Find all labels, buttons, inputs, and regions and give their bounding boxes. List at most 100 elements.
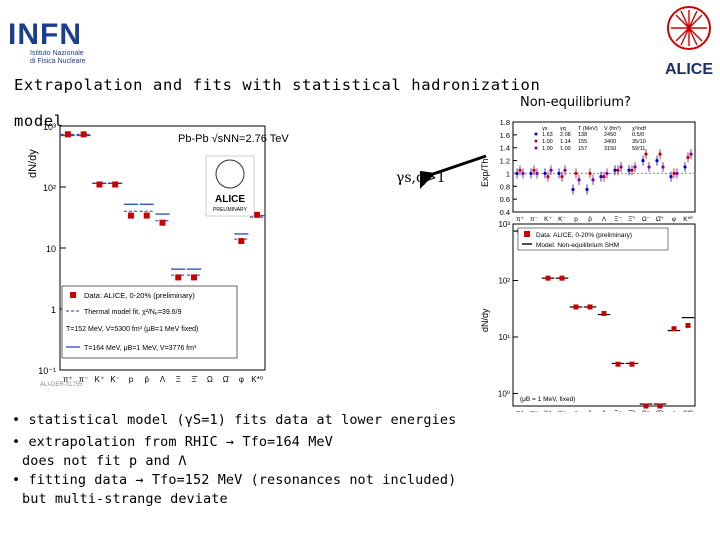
- ratio-data-point: [535, 171, 539, 176]
- ratio-data-point: [627, 168, 631, 172]
- left-y-tick-label: 10: [46, 244, 56, 254]
- right-yield-y-tick-label: 10³: [498, 220, 510, 229]
- ratio-table-cell: 1.14: [560, 139, 571, 145]
- bullet-3: • fitting data → Tfo=152 MeV (resonances…: [12, 472, 457, 488]
- right-legend-data: Data: ALICE, 0-20% (preliminary): [536, 232, 632, 239]
- right-yield-x-label: Λ: [602, 410, 607, 412]
- ratio-data-point: [661, 165, 665, 169]
- nonequilibrium-label: Non-equilibrium?: [520, 95, 631, 110]
- left-data-point: [159, 219, 166, 226]
- ratio-data-point: [543, 171, 547, 176]
- ratio-y-tick-label: 1: [506, 169, 510, 178]
- left-x-label: Ξ: [176, 375, 181, 384]
- ratio-x-label: K⁻: [558, 216, 566, 223]
- ratio-table-marker: [534, 139, 538, 143]
- ratio-data-point: [588, 171, 592, 176]
- left-alice-badge-icon: [215, 159, 245, 189]
- ratio-table-cell: 155: [578, 139, 587, 145]
- right-yield-data-point: [657, 403, 663, 409]
- ratio-table-cell: 157: [578, 146, 587, 152]
- ratio-data-point: [616, 168, 620, 172]
- left-x-label: π⁻: [79, 375, 89, 384]
- left-data-point: [238, 238, 245, 245]
- ratio-data-point: [655, 158, 659, 163]
- ratio-data-point: [686, 155, 690, 159]
- ratio-x-label: π⁺: [516, 216, 524, 223]
- ratio-y-tick-label: 0.8: [500, 182, 510, 191]
- alice-logo-text: ALICE: [665, 61, 713, 76]
- ratio-table-cell: 2.08: [560, 132, 571, 138]
- ratio-data-point: [521, 171, 525, 176]
- ratio-data-point: [644, 152, 648, 156]
- left-data-point: [191, 274, 198, 281]
- slide-title-line-2: model: [14, 112, 64, 130]
- left-alice-badge-text: ALICE: [215, 194, 245, 205]
- right-yield-data-point: [615, 361, 621, 367]
- right-yield-y-tick-label: 10⁰: [498, 389, 510, 398]
- infn-logo-subtitle-1: Istituto Nazionale: [30, 50, 84, 57]
- right-yield-x-label: Ξ̄⁺: [628, 410, 636, 412]
- left-alice-badge-sub: PRELIMINARY: [213, 207, 247, 213]
- ratio-data-point: [577, 178, 581, 182]
- left-x-label: π⁺: [63, 375, 73, 384]
- left-x-label: K*⁰: [251, 375, 263, 384]
- right-yield-footnote: (μB = 1 MeV, fixed): [520, 396, 575, 403]
- ratio-y-tick-label: 0.4: [500, 208, 510, 217]
- right-yield-y-tick-label: 10²: [498, 276, 510, 285]
- right-yield-x-label: p: [574, 410, 578, 412]
- ratio-x-categories: π⁺ π⁻ K⁺ K⁻ p p̄ Λ Ξ⁻ Ξ̄⁺ Ω⁻ Ω̄⁺ φ K*⁰: [516, 215, 693, 223]
- right-yield-x-label: K⁺: [544, 410, 552, 412]
- ratio-data-point: [549, 168, 553, 172]
- right-legend-data-marker: [524, 231, 530, 237]
- ratio-x-label: Ω̄⁺: [656, 216, 665, 223]
- ratio-data-point: [683, 165, 687, 169]
- ratio-x-label: p̄: [588, 216, 592, 223]
- ratio-data-point: [571, 187, 575, 192]
- ratio-table-cell: 1.00: [542, 139, 553, 145]
- ratio-table-header: γq: [560, 126, 566, 132]
- left-x-label: Ξ̄: [191, 375, 198, 384]
- bullet-2-cont: does not fit p and Λ: [22, 453, 187, 469]
- left-legend-fit: Thermal model fit, χ²/Nₚ=39.6/9: [84, 309, 182, 316]
- left-data-point: [143, 212, 150, 219]
- ratio-table-cell: 0.5/0: [632, 132, 644, 138]
- ratio-data-point: [560, 175, 564, 179]
- right-yield-x-label: π⁻: [530, 410, 538, 412]
- left-y-tick-label: 10²: [43, 183, 56, 193]
- ratio-data-point: [599, 175, 603, 179]
- ratio-data-point: [647, 165, 651, 169]
- ratio-table-header: V (fm³): [604, 126, 621, 132]
- right-yield-data-point: [601, 311, 607, 317]
- pointer-arrow: [420, 154, 487, 190]
- left-y-tick-label: 1: [51, 305, 56, 315]
- left-x-label: Ω: [207, 375, 213, 384]
- left-legend-t152: T=152 MeV, V=5300 fm³ (μB=1 MeV fixed): [66, 326, 198, 333]
- ratio-y-ticks: 0.4 0.6 0.8 1 1.2 1.4 1.6 1.8: [500, 118, 695, 217]
- ratio-data-point: [515, 171, 519, 176]
- ratio-data-point: [672, 171, 676, 176]
- ratio-data-marks: [515, 149, 693, 195]
- ratio-data-point: [605, 171, 609, 176]
- ratio-ylabel: Exp/Th: [480, 158, 490, 187]
- bullet-2: • extrapolation from RHIC → Tfo=164 MeV: [12, 434, 333, 450]
- ratio-x-label: K*⁰: [683, 215, 693, 223]
- ratio-y-tick-label: 1.2: [500, 157, 510, 166]
- ratio-x-label: p: [574, 216, 578, 223]
- left-data-point: [112, 181, 119, 188]
- right-yield-x-label: φ: [672, 410, 676, 412]
- right-yield-data-marks: [513, 228, 695, 409]
- right-yield-data-point: [671, 326, 677, 332]
- left-legend-box: [61, 285, 238, 359]
- right-yield-y-tick-label: 10¹: [498, 333, 510, 342]
- left-chart-title: Pb-Pb √sNN=2.76 TeV: [178, 133, 289, 145]
- ratio-y-tick-label: 1.4: [500, 144, 510, 153]
- ratio-x-label: K⁺: [544, 216, 552, 223]
- left-data-point: [96, 181, 103, 188]
- ratio-table-header: χ²/ndf: [632, 126, 646, 132]
- right-yield-x-categories: π⁺ π⁻ K⁺ K⁻ p p̄ Λ Ξ⁻ Ξ̄⁺ Ω⁻ Ω̄⁺ φ K*⁰: [516, 409, 693, 412]
- ratio-table-cell: 1.63: [542, 132, 553, 138]
- right-yield-x-label: Ω̄⁺: [656, 410, 665, 412]
- ratio-data-point: [630, 168, 634, 172]
- ratio-data-point: [563, 168, 567, 172]
- left-data-point: [175, 274, 182, 281]
